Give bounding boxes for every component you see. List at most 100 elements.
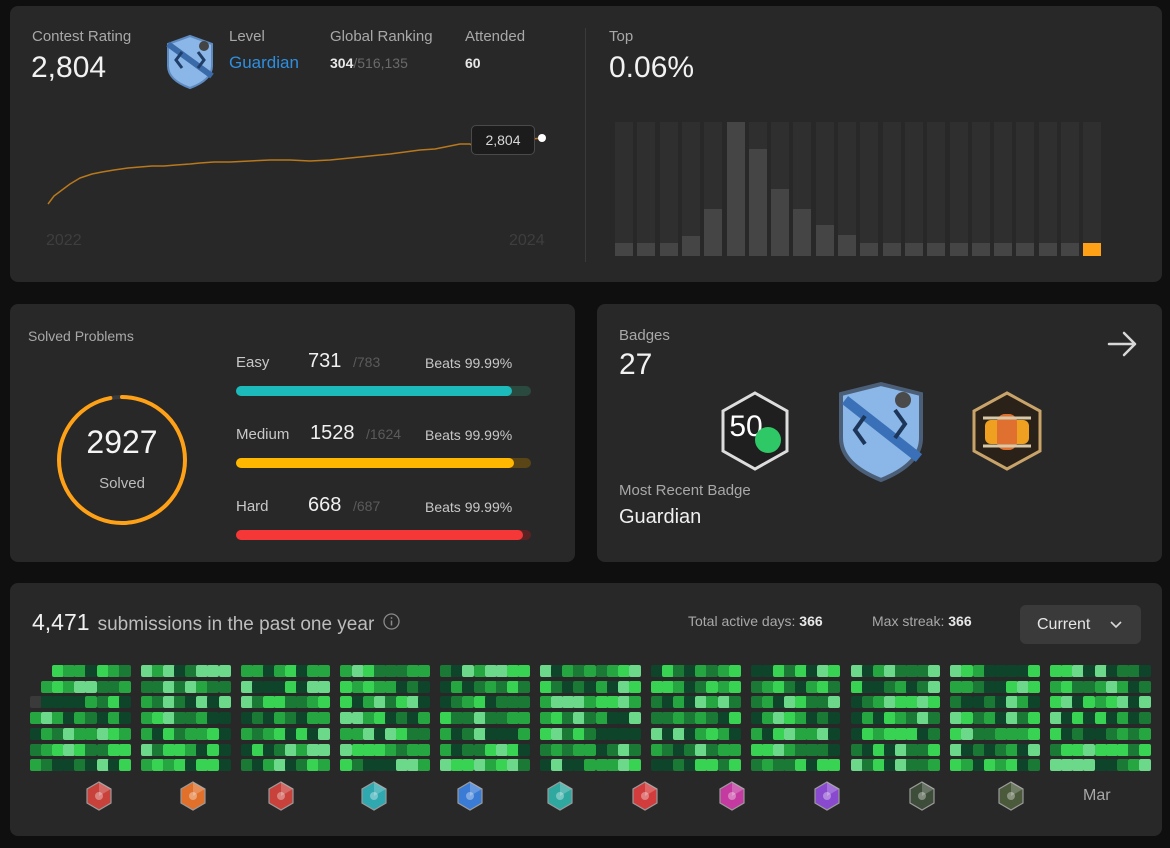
heatmap-cell[interactable] bbox=[74, 680, 87, 693]
heatmap-cell[interactable] bbox=[174, 665, 187, 677]
heatmap-cell[interactable] bbox=[395, 727, 408, 740]
heatmap-cell[interactable] bbox=[662, 759, 675, 772]
ranking-histogram[interactable] bbox=[615, 122, 1137, 256]
heatmap-cell[interactable] bbox=[285, 712, 298, 725]
heatmap-cell[interactable] bbox=[285, 759, 298, 772]
heatmap-cell[interactable] bbox=[906, 759, 919, 772]
heatmap-cell[interactable] bbox=[1005, 665, 1018, 677]
heatmap-cell[interactable] bbox=[163, 743, 176, 756]
heatmap-cell[interactable] bbox=[85, 743, 98, 756]
heatmap-cell[interactable] bbox=[318, 696, 331, 709]
heatmap-cell[interactable] bbox=[207, 743, 220, 756]
heatmap-cell[interactable] bbox=[1061, 743, 1074, 756]
heatmap-cell[interactable] bbox=[285, 665, 298, 677]
heatmap-cell[interactable] bbox=[174, 696, 187, 709]
heatmap-cell[interactable] bbox=[218, 759, 231, 772]
heatmap-cell[interactable] bbox=[296, 696, 309, 709]
heatmap-cell[interactable] bbox=[340, 759, 353, 772]
heatmap-cell[interactable] bbox=[595, 696, 608, 709]
heatmap-cell[interactable] bbox=[118, 680, 131, 693]
heatmap-cell[interactable] bbox=[506, 680, 519, 693]
heatmap-cell[interactable] bbox=[883, 712, 896, 725]
heatmap-cell[interactable] bbox=[473, 759, 486, 772]
heatmap-cell[interactable] bbox=[462, 727, 475, 740]
heatmap-cell[interactable] bbox=[795, 727, 808, 740]
heatmap-cell[interactable] bbox=[351, 727, 364, 740]
monthly-badge-icon[interactable] bbox=[180, 781, 206, 811]
heatmap-cell[interactable] bbox=[784, 696, 797, 709]
heatmap-cell[interactable] bbox=[684, 712, 697, 725]
heatmap-cell[interactable] bbox=[817, 712, 830, 725]
histogram-bar[interactable] bbox=[637, 243, 656, 256]
heatmap-cell[interactable] bbox=[163, 712, 176, 725]
heatmap-cell[interactable] bbox=[351, 712, 364, 725]
heatmap-cell[interactable] bbox=[1105, 759, 1118, 772]
heatmap-cell[interactable] bbox=[961, 665, 974, 677]
heatmap-cell[interactable] bbox=[761, 759, 774, 772]
heatmap-cell[interactable] bbox=[695, 727, 708, 740]
monthly-badge-icon[interactable] bbox=[86, 781, 112, 811]
heatmap-cell[interactable] bbox=[861, 712, 874, 725]
heatmap-cell[interactable] bbox=[772, 696, 785, 709]
heatmap-cell[interactable] bbox=[706, 696, 719, 709]
heatmap-cell[interactable] bbox=[517, 712, 530, 725]
heatmap-cell[interactable] bbox=[395, 665, 408, 677]
heatmap-cell[interactable] bbox=[473, 712, 486, 725]
heatmap-cell[interactable] bbox=[440, 665, 453, 677]
heatmap-cell[interactable] bbox=[761, 712, 774, 725]
rating-line-chart[interactable] bbox=[40, 106, 560, 216]
heatmap-cell[interactable] bbox=[1016, 743, 1029, 756]
heatmap-cell[interactable] bbox=[772, 759, 785, 772]
heatmap-cell[interactable] bbox=[384, 712, 397, 725]
heatmap-cell[interactable] bbox=[961, 680, 974, 693]
heatmap-cell[interactable] bbox=[1050, 727, 1063, 740]
heatmap-cell[interactable] bbox=[551, 727, 564, 740]
heatmap-cell[interactable] bbox=[806, 696, 819, 709]
heatmap-cell[interactable] bbox=[795, 665, 808, 677]
heatmap-cell[interactable] bbox=[251, 680, 264, 693]
heatmap-cell[interactable] bbox=[628, 759, 641, 772]
heatmap-cell[interactable] bbox=[1138, 712, 1151, 725]
heatmap-cell[interactable] bbox=[74, 727, 87, 740]
heatmap-cell[interactable] bbox=[1105, 712, 1118, 725]
heatmap-cell[interactable] bbox=[828, 759, 841, 772]
heatmap-cell[interactable] bbox=[1016, 665, 1029, 677]
heatmap-cell[interactable] bbox=[207, 665, 220, 677]
heatmap-cell[interactable] bbox=[684, 696, 697, 709]
heatmap-cell[interactable] bbox=[273, 712, 286, 725]
heatmap-cell[interactable] bbox=[185, 712, 198, 725]
heatmap-cell[interactable] bbox=[185, 727, 198, 740]
heatmap-cell[interactable] bbox=[1094, 743, 1107, 756]
heatmap-cell[interactable] bbox=[218, 665, 231, 677]
heatmap-cell[interactable] bbox=[1028, 759, 1041, 772]
heatmap-cell[interactable] bbox=[41, 712, 54, 725]
heatmap-cell[interactable] bbox=[806, 727, 819, 740]
heatmap-cell[interactable] bbox=[983, 727, 996, 740]
heatmap-cell[interactable] bbox=[717, 665, 730, 677]
heatmap-cell[interactable] bbox=[273, 665, 286, 677]
heatmap-cell[interactable] bbox=[362, 743, 375, 756]
heatmap-cell[interactable] bbox=[473, 696, 486, 709]
heatmap-cell[interactable] bbox=[52, 712, 65, 725]
heatmap-cell[interactable] bbox=[140, 696, 153, 709]
heatmap-cell[interactable] bbox=[1105, 743, 1118, 756]
heatmap-cell[interactable] bbox=[285, 696, 298, 709]
heatmap-cell[interactable] bbox=[1105, 696, 1118, 709]
heatmap-cell[interactable] bbox=[772, 665, 785, 677]
heatmap-cell[interactable] bbox=[861, 680, 874, 693]
heatmap-cell[interactable] bbox=[617, 759, 630, 772]
heatmap-cell[interactable] bbox=[174, 712, 187, 725]
heatmap-cell[interactable] bbox=[107, 727, 120, 740]
heatmap-cell[interactable] bbox=[540, 759, 553, 772]
heatmap-cell[interactable] bbox=[894, 696, 907, 709]
heatmap-cell[interactable] bbox=[1061, 665, 1074, 677]
heatmap-cell[interactable] bbox=[673, 743, 686, 756]
heatmap-cell[interactable] bbox=[573, 680, 586, 693]
heatmap-cell[interactable] bbox=[906, 680, 919, 693]
heatmap-cell[interactable] bbox=[440, 759, 453, 772]
heatmap-cell[interactable] bbox=[440, 680, 453, 693]
heatmap-cell[interactable] bbox=[540, 665, 553, 677]
heatmap-cell[interactable] bbox=[673, 696, 686, 709]
heatmap-cell[interactable] bbox=[1083, 665, 1096, 677]
heatmap-cell[interactable] bbox=[650, 743, 663, 756]
